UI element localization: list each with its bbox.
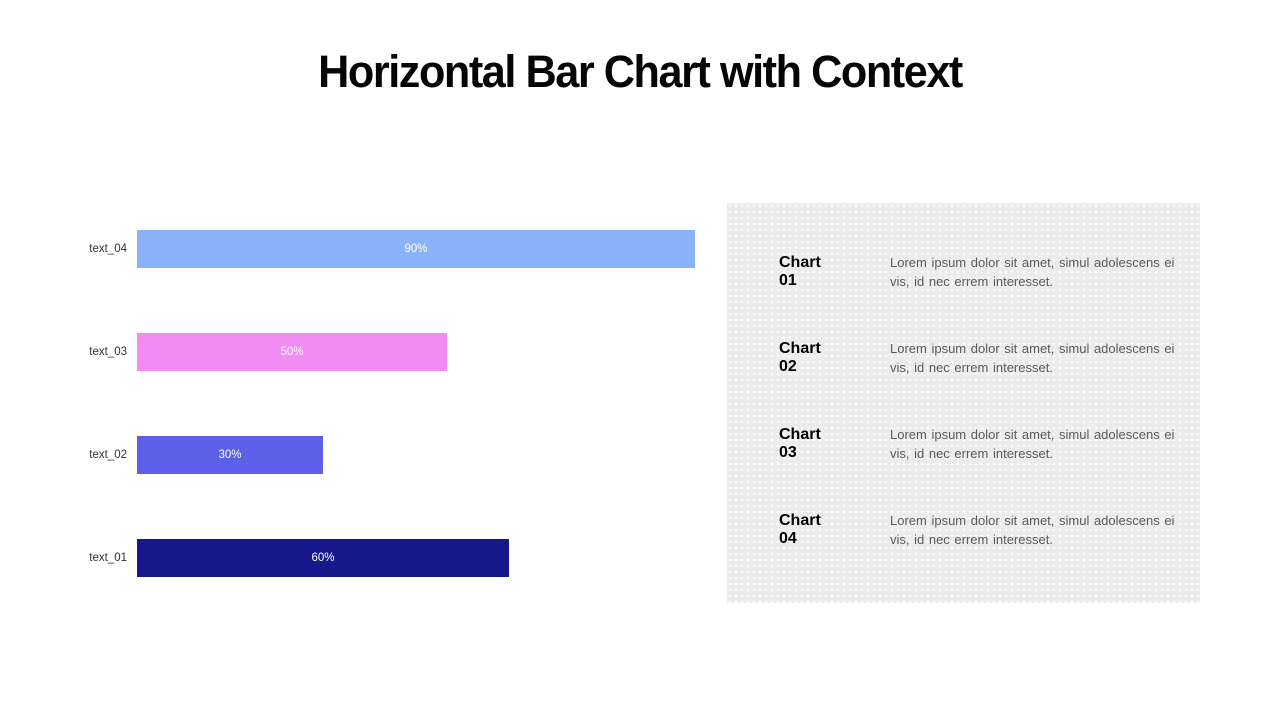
bar-row: text_02 30% [0,436,760,474]
bar[interactable]: 30% [137,436,323,474]
context-entry-description: Lorem ipsum dolor sit amet, simul adoles… [890,341,1175,375]
context-entry-description: Lorem ipsum dolor sit amet, simul adoles… [890,427,1175,461]
context-entry-description: Lorem ipsum dolor sit amet, simul adoles… [890,513,1175,547]
context-entry: Chart 03 Lorem ipsum dolor sit amet, simu… [727,401,1200,487]
bar-row: text_03 50% [0,333,760,371]
bar[interactable]: 90% [137,230,695,268]
context-entry-title: Chart 02 [779,340,821,375]
bar[interactable]: 50% [137,333,447,371]
bar-value-label: 60% [311,552,335,564]
context-entry: Chart 02 Lorem ipsum dolor sit amet, simu… [727,315,1200,401]
context-panel: Chart 01 Lorem ipsum dolor sit amet, simu… [727,203,1200,603]
bar-value-label: 30% [218,449,242,461]
bar-row: text_04 90% [0,230,760,268]
context-entry-title: Chart 04 [779,512,821,547]
bar-value-label: 90% [404,243,428,255]
bar-value-label: 50% [280,346,304,358]
bar-row: text_01 60% [0,539,760,577]
bar-category-label: text_01 [89,552,127,564]
bar-category-label: text_04 [89,243,127,255]
horizontal-bar-chart: text_04 90% text_03 50% text_02 30% text_01 60% [0,230,760,577]
page-title: Horizontal Bar Chart with Context [318,46,963,97]
context-entry: Chart 01 Lorem ipsum dolor sit amet, simu… [727,229,1200,315]
context-entry-title: Chart 01 [779,254,821,289]
bar-category-label: text_03 [89,346,127,358]
bar-category-label: text_02 [89,449,127,461]
bar[interactable]: 60% [137,539,509,577]
context-entry-description: Lorem ipsum dolor sit amet, simul adoles… [890,255,1175,289]
context-entry-title: Chart 03 [779,426,821,461]
context-entry: Chart 04 Lorem ipsum dolor sit amet, simu… [727,487,1200,573]
